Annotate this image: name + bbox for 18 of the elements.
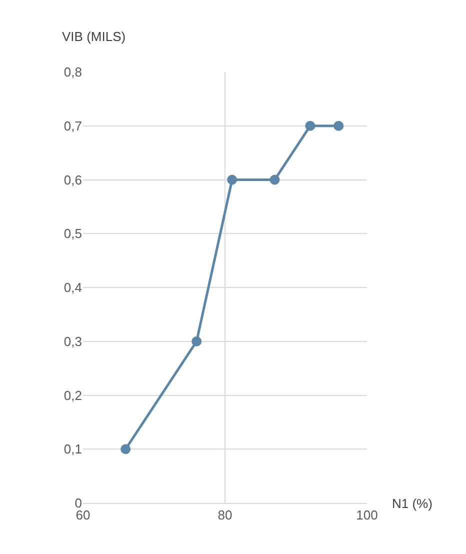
- point: [334, 120, 344, 131]
- x-tick-label: 100: [356, 508, 378, 523]
- y-tick-label: 0,4: [64, 280, 82, 296]
- point: [227, 174, 238, 185]
- x-tick-label: 80: [218, 508, 232, 523]
- y-tick-label: 0,3: [64, 334, 82, 349]
- y-axis-title: VIB (MILS): [62, 29, 126, 44]
- y-tick-label: 0,5: [64, 226, 82, 242]
- point: [305, 120, 316, 131]
- x-axis-title: N1 (%): [392, 496, 432, 511]
- y-tick-label: 0,8: [64, 64, 82, 80]
- y-tick-label: 0,2: [64, 388, 82, 403]
- point: [192, 336, 202, 346]
- y-tick-label: 0,1: [64, 442, 82, 457]
- point: [120, 444, 131, 454]
- y-tick-label: 0,6: [64, 172, 82, 188]
- y-tick-label: 0,7: [64, 118, 82, 134]
- point: [270, 174, 280, 185]
